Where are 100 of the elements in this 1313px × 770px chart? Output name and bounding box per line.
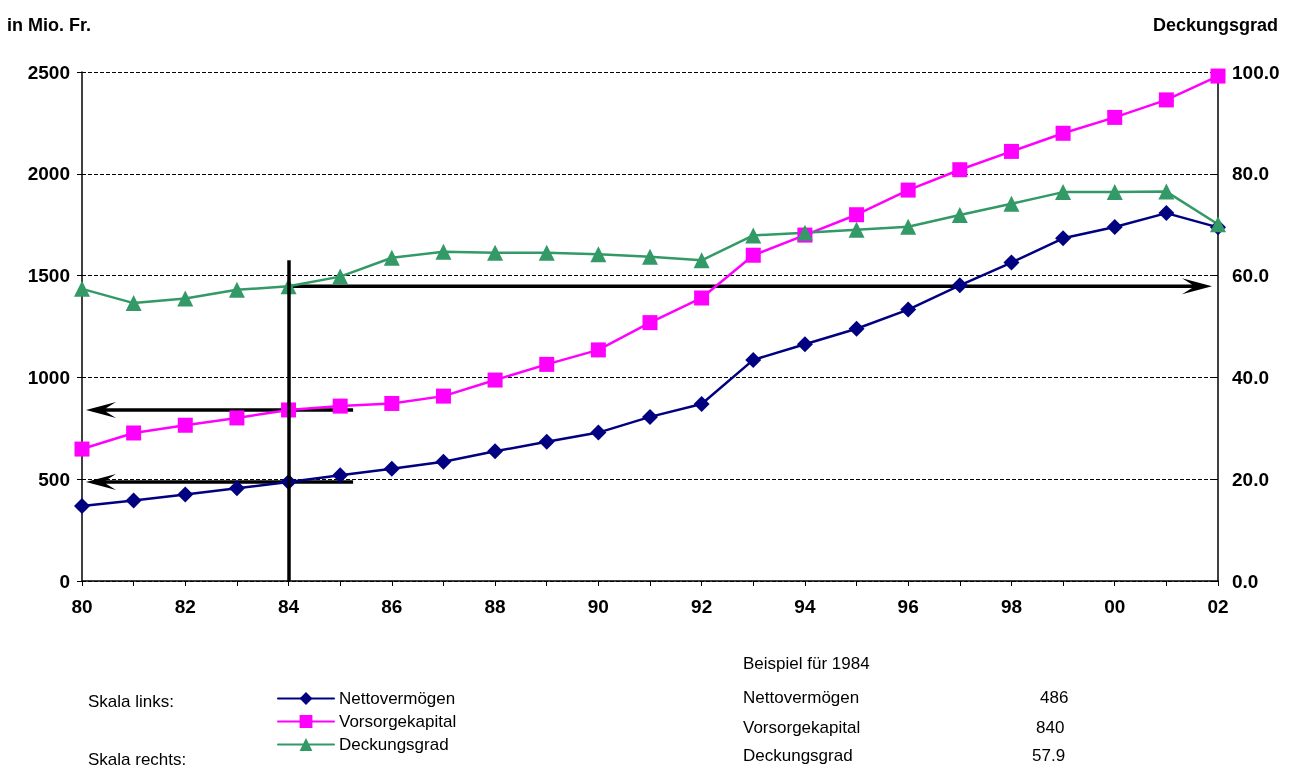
point <box>1106 218 1123 235</box>
x-tick-label: 94 <box>794 596 816 617</box>
x-tick-label: 98 <box>1000 596 1023 617</box>
point <box>642 248 658 265</box>
y2-tick-label: 100.0 <box>1232 61 1280 83</box>
point <box>177 486 194 503</box>
point <box>435 243 452 260</box>
point <box>1158 183 1175 200</box>
point <box>1055 125 1071 141</box>
point <box>848 320 865 337</box>
text: Nettovermögen <box>743 688 860 708</box>
point <box>1003 195 1020 212</box>
text: Skala links: <box>88 692 174 712</box>
x-tick-label: 92 <box>691 596 713 617</box>
point <box>538 433 555 450</box>
point <box>435 453 452 470</box>
point <box>487 443 504 460</box>
point <box>332 467 349 484</box>
point <box>487 372 503 388</box>
y2-tick-label: 40.0 <box>1232 366 1269 388</box>
legend-label: Deckungsgrad <box>339 735 449 754</box>
text: 840 <box>1036 718 1065 738</box>
point <box>384 395 400 411</box>
point <box>745 247 761 263</box>
x-tick-label: 84 <box>277 596 300 617</box>
text: Vorsorgekapital <box>743 718 861 738</box>
point <box>126 425 142 441</box>
x-tick-label: 02 <box>1207 596 1229 617</box>
legend-label: Nettovermögen <box>339 689 456 708</box>
y2-tick-label: 0.0 <box>1232 570 1259 592</box>
point <box>228 480 245 497</box>
point <box>125 492 142 509</box>
point <box>177 417 193 433</box>
point <box>1055 230 1072 247</box>
point <box>125 295 142 312</box>
point <box>1107 109 1123 125</box>
point <box>1158 92 1174 108</box>
point <box>590 246 607 263</box>
point <box>74 280 90 297</box>
point <box>590 424 607 441</box>
x-tick-label: 88 <box>484 596 506 617</box>
text: Beispiel für 1984 <box>743 654 870 674</box>
x-tick-label: 96 <box>897 596 919 617</box>
text: Deckungsgrad <box>743 746 853 766</box>
legend-label: Vorsorgekapital <box>339 712 457 731</box>
text: 57.9 <box>1032 746 1066 766</box>
point <box>796 336 813 353</box>
point <box>642 408 658 425</box>
text: Skala rechts: <box>88 750 187 770</box>
point <box>177 290 194 307</box>
point <box>383 460 400 477</box>
point <box>538 244 555 261</box>
point <box>383 249 400 266</box>
point <box>693 396 710 413</box>
point <box>229 410 245 426</box>
y-axis-title: in Mio. Fr. <box>7 15 91 35</box>
point <box>694 290 710 306</box>
point <box>332 398 348 414</box>
y-tick-label: 1000 <box>27 366 70 388</box>
point <box>228 281 245 298</box>
y-tick-label: 2500 <box>27 61 70 83</box>
point <box>745 351 762 368</box>
y2-tick-label: 80.0 <box>1232 163 1269 185</box>
x-tick-label: 86 <box>381 596 403 617</box>
point <box>74 498 90 515</box>
y-tick-label: 1500 <box>27 265 70 287</box>
point <box>487 244 504 261</box>
point <box>900 182 916 198</box>
point <box>849 207 865 223</box>
y-tick-label: 0 <box>59 570 70 592</box>
y-tick-label: 2000 <box>27 163 70 185</box>
point <box>1210 68 1226 84</box>
point <box>1003 143 1019 159</box>
y2-tick-label: 60.0 <box>1232 265 1269 287</box>
point <box>900 301 917 318</box>
text: 486 <box>1040 688 1069 708</box>
point <box>745 227 762 244</box>
point <box>332 268 349 285</box>
point <box>951 277 968 294</box>
point <box>951 207 968 224</box>
x-tick-label: 00 <box>1104 596 1126 617</box>
x-tick-label: 90 <box>587 596 609 617</box>
y2-axis-title: Deckungsgrad <box>1152 15 1278 35</box>
point <box>1158 205 1175 222</box>
point <box>435 388 451 404</box>
y-tick-label: 500 <box>38 468 70 490</box>
point <box>1106 184 1123 201</box>
point <box>952 162 968 178</box>
point <box>693 252 710 269</box>
point <box>642 315 658 331</box>
y2-tick-label: 20.0 <box>1232 468 1269 490</box>
point <box>1003 254 1020 271</box>
point <box>590 342 606 358</box>
point <box>1055 184 1072 201</box>
point <box>848 221 865 238</box>
point <box>74 441 90 457</box>
x-tick-label: 80 <box>71 596 93 617</box>
point <box>900 218 917 235</box>
x-tick-label: 82 <box>174 596 196 617</box>
point <box>539 356 555 372</box>
